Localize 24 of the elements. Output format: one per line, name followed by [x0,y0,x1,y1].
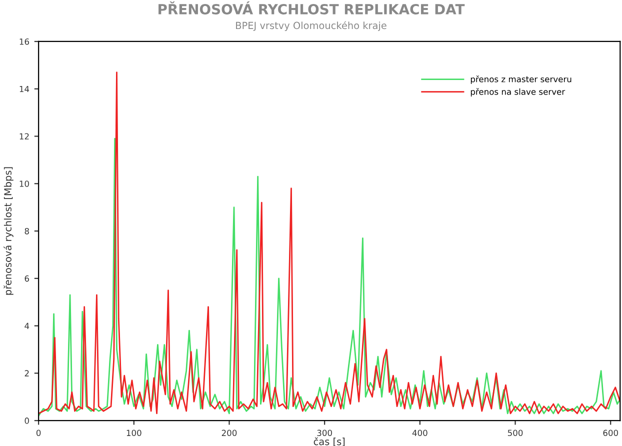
x-tick-label: 400 [412,430,428,436]
y-tick-label: 8 [24,228,29,234]
legend-label: přenos na slave server [470,88,566,96]
y-tick-label: 16 [20,38,30,45]
line-series [38,138,620,417]
y-tick-label: 0 [24,418,29,424]
y-tick-label: 14 [20,86,30,92]
x-axis-title: čas [s] [314,437,345,446]
x-tick-label: 300 [317,430,332,436]
y-tick-label: 10 [20,180,29,187]
y-tick-label: 6 [24,275,30,282]
line-series [38,72,620,414]
x-tick-label: 600 [603,430,618,436]
x-tick-label: 0 [36,430,41,436]
chart-title: PŘENOSOVÁ RYCHLOST REPLIKACE DAT [158,1,465,14]
x-tick-label: 200 [222,430,237,436]
y-tick-label: 4 [24,322,30,329]
y-axis-title: přenosová rychlost [Mbps] [4,167,14,295]
x-tick-label: 500 [508,430,523,436]
legend-label: přenos z master serveru [470,76,572,84]
x-tick-label: 100 [126,430,142,436]
y-tick-label: 2 [24,370,29,376]
y-tick-label: 12 [20,133,29,140]
chart-subtitle: BPEJ vrstvy Olomouckého kraje [236,21,386,32]
